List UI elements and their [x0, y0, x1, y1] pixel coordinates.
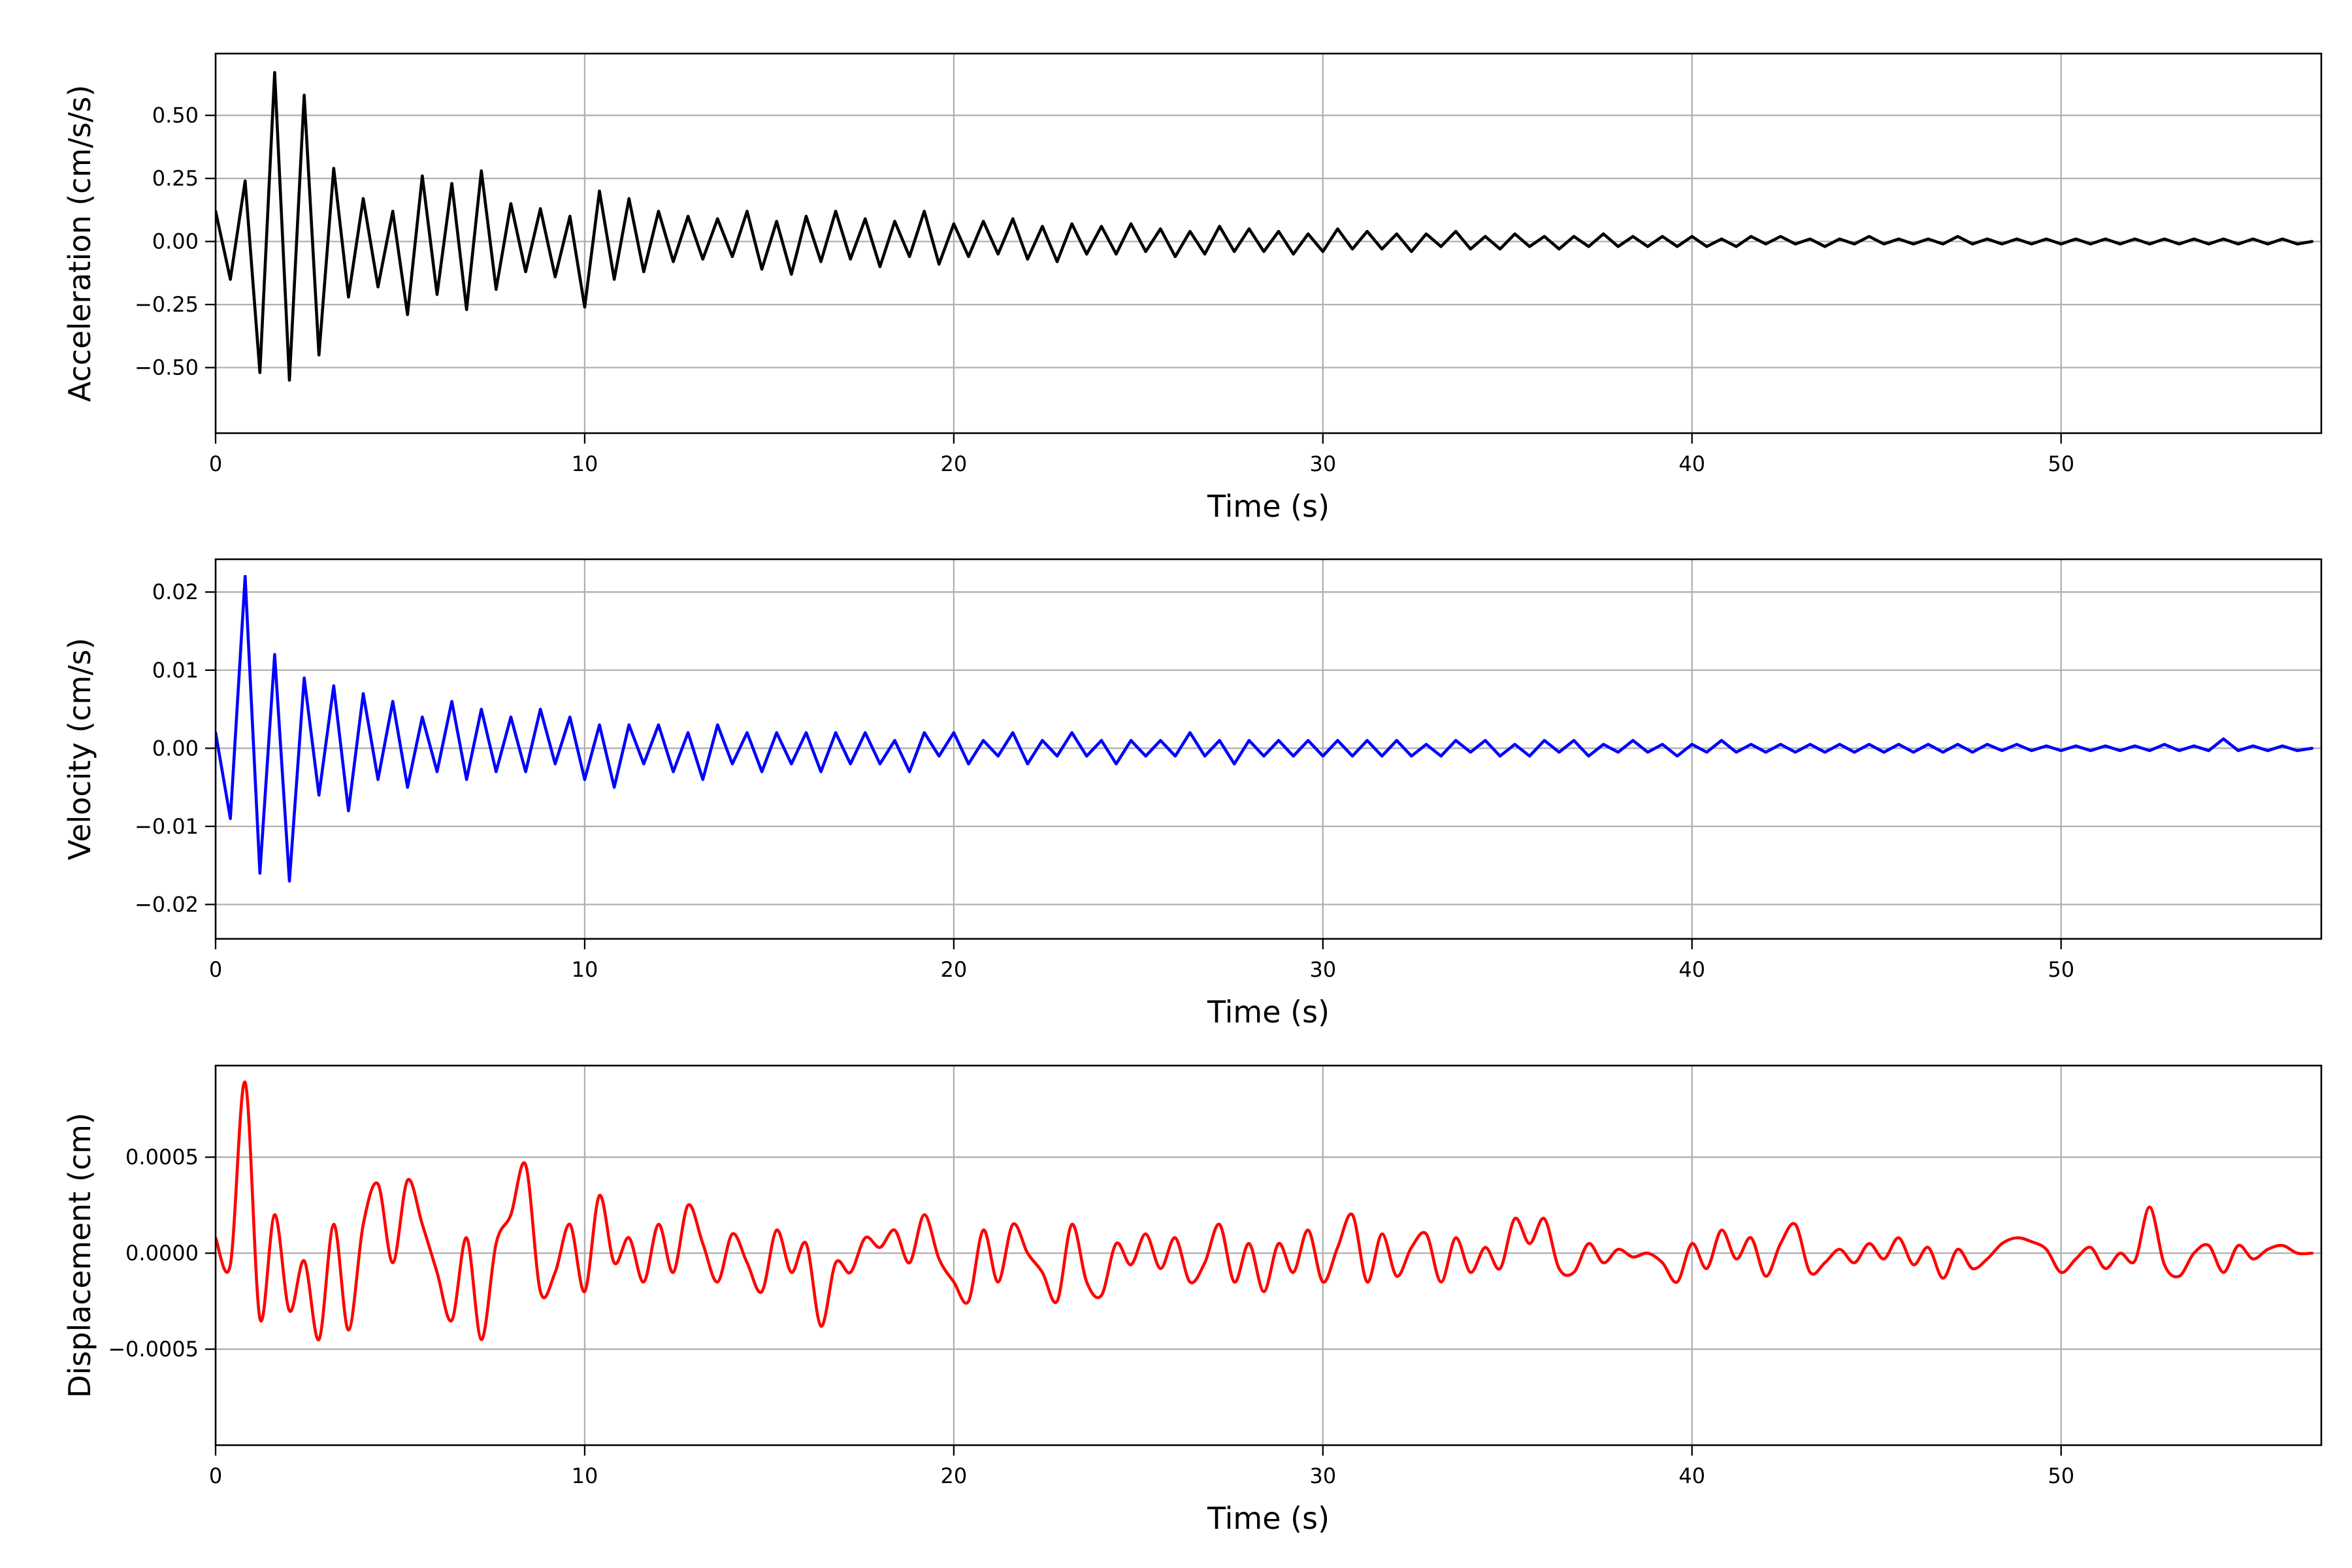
axes-frame	[214, 1064, 2323, 1446]
x-tick-label: 40	[1678, 1463, 1705, 1488]
y-tick-label: 0.00	[152, 736, 199, 760]
x-axis-label: Time (s)	[1207, 1501, 1330, 1536]
y-tick-label: −0.02	[135, 892, 199, 917]
x-tick-label: 10	[572, 1463, 598, 1488]
y-tick-label: 0.02	[152, 580, 199, 604]
x-tick-label: 50	[2048, 1463, 2074, 1488]
y-tick-label: 0.0005	[125, 1145, 199, 1169]
axes-frame	[214, 558, 2323, 940]
displacement-series-line	[216, 1081, 2314, 1341]
x-tick-label: 10	[572, 957, 598, 982]
y-tick-label: −0.50	[135, 355, 199, 380]
x-tick-label: 30	[1309, 1463, 1336, 1488]
x-axis-label: Time (s)	[1207, 994, 1330, 1030]
x-tick-label: 40	[1678, 957, 1705, 982]
x-tick-label: 10	[572, 451, 598, 476]
x-axis-label: Time (s)	[1207, 489, 1330, 524]
y-tick-label: 0.01	[152, 658, 199, 683]
y-axis-label: Acceleration (cm/s/s)	[62, 85, 97, 402]
x-tick-label: 0	[209, 957, 222, 982]
x-tick-label: 0	[209, 451, 222, 476]
axes-frame	[214, 52, 2323, 434]
y-axis-label: Velocity (cm/s)	[62, 638, 97, 860]
x-tick-label: 20	[941, 451, 968, 476]
acceleration-subplot: 0 10 20 30 40 50 0.50 0.25 0.00 −0.25 −0.50 Time (s…	[62, 52, 2323, 524]
x-tick-label: 30	[1309, 957, 1336, 982]
x-tick-label: 40	[1678, 451, 1705, 476]
displacement-subplot: 0 10 20 30 40 50 0.0005 0.0000 −0.0005 Time (s) Di…	[62, 1064, 2323, 1536]
y-tick-label: 0.50	[152, 103, 199, 128]
y-axis-label: Displacement (cm)	[62, 1113, 97, 1398]
velocity-series-line	[216, 575, 2314, 883]
y-tick-label: 0.25	[152, 166, 199, 191]
y-tick-label: −0.01	[135, 814, 199, 839]
y-tick-label: 0.0000	[125, 1241, 199, 1266]
x-tick-label: 50	[2048, 451, 2074, 476]
acceleration-series-line	[216, 71, 2314, 382]
x-tick-label: 20	[941, 1463, 968, 1488]
x-tick-label: 0	[209, 1463, 222, 1488]
x-tick-label: 50	[2048, 957, 2074, 982]
y-tick-label: 0.00	[152, 229, 199, 254]
velocity-subplot: 0 10 20 30 40 50 0.02 0.01 0.00 −0.01 −0.02 Time (s…	[62, 558, 2323, 1030]
y-tick-label: −0.25	[135, 292, 199, 317]
x-tick-label: 20	[941, 957, 968, 982]
x-tick-label: 30	[1309, 451, 1336, 476]
y-tick-label: −0.0005	[108, 1337, 199, 1362]
